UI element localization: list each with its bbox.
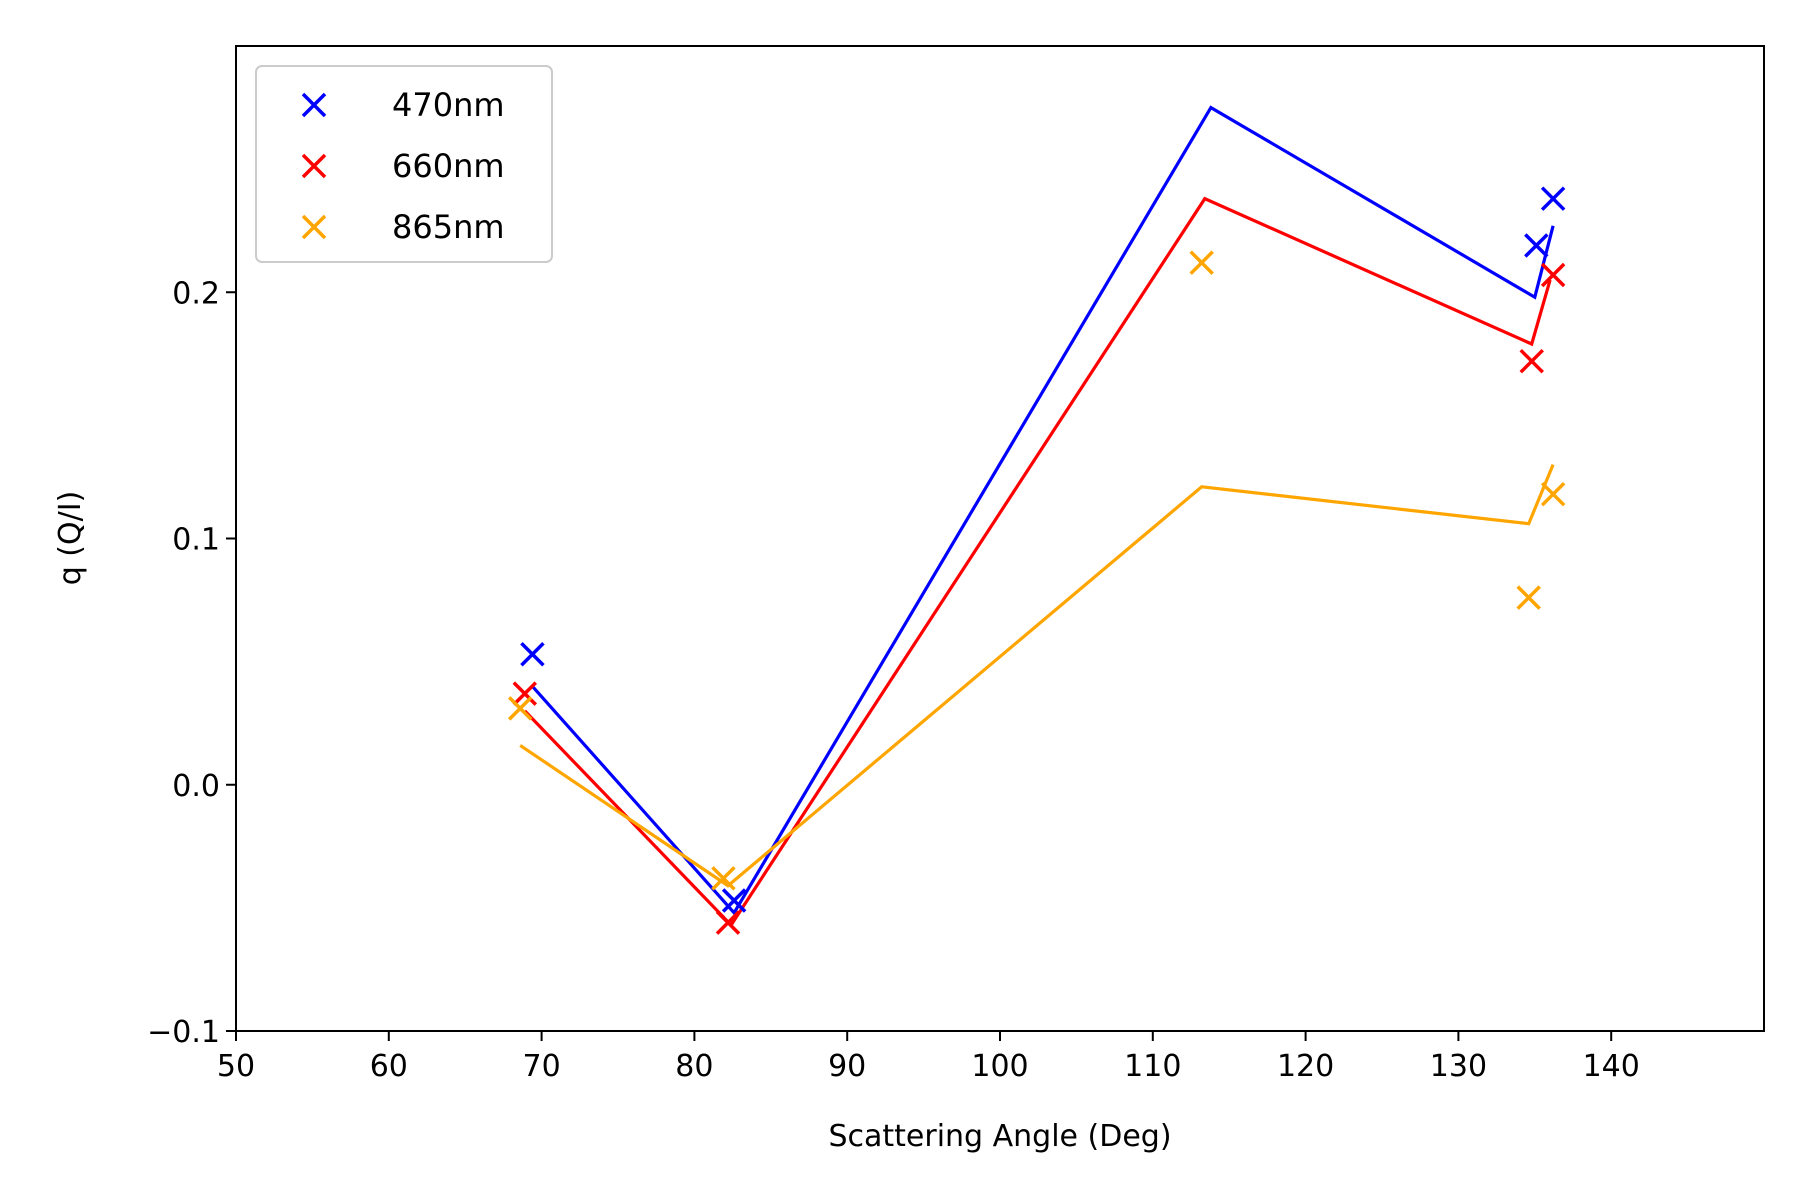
legend-marker-660nm xyxy=(301,153,327,179)
data-point-865nm xyxy=(507,696,533,721)
x-tick-label: 70 xyxy=(523,1049,561,1084)
x-tick-label: 90 xyxy=(828,1049,866,1084)
x-tick-label: 130 xyxy=(1430,1049,1487,1084)
y-tick-label: 0.2 xyxy=(172,276,220,311)
data-point-470nm xyxy=(1524,233,1549,258)
x-axis: 50 60 70 80 90 100 110 120 130 140 xyxy=(217,1031,1640,1084)
data-point-865nm xyxy=(1516,585,1541,610)
series-line-660nm xyxy=(523,196,1552,928)
series-line-470nm xyxy=(531,105,1555,916)
y-tick-label: −0.1 xyxy=(147,1015,220,1050)
series-layer xyxy=(507,105,1566,935)
series-line-865nm xyxy=(519,463,1555,888)
data-point-470nm xyxy=(721,888,747,913)
y-tick-label: 0.1 xyxy=(172,523,220,558)
y-tick-label: 0.0 xyxy=(172,769,220,804)
legend: 470nm 660nm 865nm xyxy=(255,65,553,263)
data-point-660nm xyxy=(1519,348,1544,374)
data-point-865nm xyxy=(711,866,736,891)
data-point-865nm xyxy=(1540,481,1566,507)
x-tick-label: 80 xyxy=(675,1049,713,1084)
legend-label-865nm: 865nm xyxy=(392,208,505,246)
x-tick-label: 120 xyxy=(1277,1049,1334,1084)
data-point-660nm xyxy=(1540,262,1566,288)
x-tick-label: 50 xyxy=(217,1049,255,1084)
data-point-660nm xyxy=(715,910,741,935)
data-point-470nm xyxy=(520,641,545,667)
legend-marker-470nm xyxy=(301,92,327,118)
legend-label-660nm: 660nm xyxy=(392,147,505,185)
x-tick-label: 140 xyxy=(1583,1049,1640,1084)
legend-box xyxy=(255,65,553,263)
y-axis-label: q (Q/I) xyxy=(53,491,88,586)
data-point-470nm xyxy=(1540,186,1566,211)
legend-marker-865nm xyxy=(301,214,327,240)
x-tick-label: 60 xyxy=(370,1049,408,1084)
data-point-660nm xyxy=(512,681,538,706)
data-point-865nm xyxy=(1189,250,1214,275)
y-axis: −0.1 0.0 0.1 0.2 xyxy=(147,276,236,1050)
x-tick-label: 110 xyxy=(1124,1049,1181,1084)
x-axis-label: Scattering Angle (Deg) xyxy=(828,1119,1171,1154)
legend-label-470nm: 470nm xyxy=(392,86,505,124)
x-tick-label: 100 xyxy=(971,1049,1028,1084)
